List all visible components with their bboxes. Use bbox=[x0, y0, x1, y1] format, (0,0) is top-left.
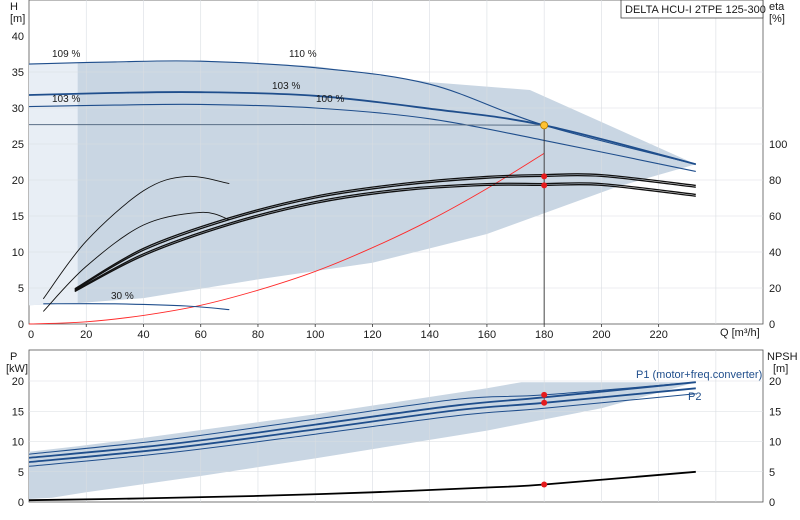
series-label-p1: P1 (motor+freq.converter) bbox=[636, 369, 762, 381]
eff-axis-label: eta bbox=[769, 1, 785, 13]
flow-tick-label: 200 bbox=[592, 329, 610, 341]
flow-tick-label: 140 bbox=[421, 329, 439, 341]
power-axis-unit: [kW] bbox=[6, 363, 28, 375]
head-tick-label: 5 bbox=[18, 283, 24, 295]
eff-axis-unit: [%] bbox=[769, 13, 785, 25]
npsh-tick-label: 15 bbox=[769, 406, 781, 418]
system-curve bbox=[28, 153, 545, 325]
title-box bbox=[620, 0, 764, 19]
power-tick-label: 15 bbox=[12, 406, 24, 418]
efficiency-curve-1 bbox=[74, 174, 696, 291]
efficiency-marker-1 bbox=[541, 173, 548, 180]
power-tick-label: 0 bbox=[18, 497, 24, 509]
npsh-curve bbox=[28, 470, 696, 502]
eff-tick-label: 80 bbox=[769, 175, 781, 187]
curve-label-109: 109 % bbox=[52, 49, 80, 60]
power-tick-label: 10 bbox=[12, 437, 24, 449]
efficiency-curve-4 bbox=[74, 182, 696, 292]
duty-point-marker bbox=[540, 121, 549, 130]
eff-tick-label: 20 bbox=[769, 283, 781, 295]
head-tick-label: 25 bbox=[12, 139, 24, 151]
efficiency-curve-6 bbox=[42, 211, 230, 312]
flow-axis-label: Q [m³/h] bbox=[720, 327, 760, 339]
head-tick-label: 15 bbox=[12, 211, 24, 223]
eff-tick-label: 40 bbox=[769, 247, 781, 259]
flow-tick-label: 60 bbox=[195, 329, 207, 341]
head-tick-label: 0 bbox=[18, 319, 24, 331]
power-marker-1 bbox=[541, 391, 548, 398]
flow-tick-label: 120 bbox=[363, 329, 381, 341]
flow-tick-label: 220 bbox=[649, 329, 667, 341]
npsh-tick-label: 20 bbox=[769, 376, 781, 388]
head-envelope-edge bbox=[29, 62, 78, 306]
head-curve-2 bbox=[28, 91, 697, 166]
power-tick-label: 5 bbox=[18, 467, 24, 479]
flow-tick-label: 40 bbox=[137, 329, 149, 341]
head-curve-5 bbox=[43, 303, 230, 311]
power-curve-1 bbox=[28, 381, 696, 455]
efficiency-marker-2 bbox=[541, 182, 548, 189]
npsh-tick-label: 0 bbox=[769, 497, 775, 509]
head-tick-label: 35 bbox=[12, 67, 24, 79]
flow-tick-label: 180 bbox=[535, 329, 553, 341]
head-curve-4 bbox=[29, 124, 545, 126]
flow-tick-label: 0 bbox=[28, 329, 34, 341]
curve-label-103-b: 103 % bbox=[52, 94, 80, 105]
npsh-marker bbox=[541, 481, 548, 488]
eff-tick-label: 100 bbox=[769, 139, 787, 151]
flow-tick-label: 80 bbox=[252, 329, 264, 341]
head-curve-3 bbox=[28, 103, 696, 172]
chart-title: DELTA HCU-I 2TPE 125-300 bbox=[625, 4, 766, 16]
npsh-tick-label: 10 bbox=[769, 437, 781, 449]
head-axis-unit: [m] bbox=[10, 13, 25, 25]
flow-tick-label: 100 bbox=[306, 329, 324, 341]
power-tick-label: 20 bbox=[12, 376, 24, 388]
head-tick-label: 20 bbox=[12, 175, 24, 187]
power-curve-3 bbox=[28, 387, 696, 463]
power-curve-2 bbox=[28, 381, 696, 459]
eff-tick-label: 60 bbox=[769, 211, 781, 223]
npsh-axis-label: NPSH bbox=[767, 351, 798, 363]
curve-label-30: 30 % bbox=[111, 291, 134, 302]
series-label-p2: P2 bbox=[688, 391, 701, 403]
npsh-tick-label: 5 bbox=[769, 467, 775, 479]
head-tick-label: 30 bbox=[12, 103, 24, 115]
power-marker-2 bbox=[541, 399, 548, 406]
efficiency-curve-5 bbox=[42, 175, 230, 300]
curve-label-100: 100 % bbox=[316, 94, 344, 105]
eff-tick-label: 0 bbox=[769, 319, 775, 331]
curve-label-110: 110 % bbox=[289, 49, 317, 60]
plot-layer bbox=[28, 0, 764, 503]
efficiency-curve-3 bbox=[74, 173, 696, 290]
flow-tick-label: 160 bbox=[478, 329, 496, 341]
flow-tick-label: 20 bbox=[80, 329, 92, 341]
head-tick-label: 40 bbox=[12, 31, 24, 43]
power-axis-label: P bbox=[10, 351, 17, 363]
curve-label-103-a: 103 % bbox=[272, 81, 300, 92]
head-tick-label: 10 bbox=[12, 247, 24, 259]
head-axis-label: H bbox=[10, 1, 18, 13]
npsh-axis-unit: [m] bbox=[773, 363, 788, 375]
power-curve-4 bbox=[28, 393, 696, 467]
efficiency-curve-2 bbox=[74, 183, 696, 293]
